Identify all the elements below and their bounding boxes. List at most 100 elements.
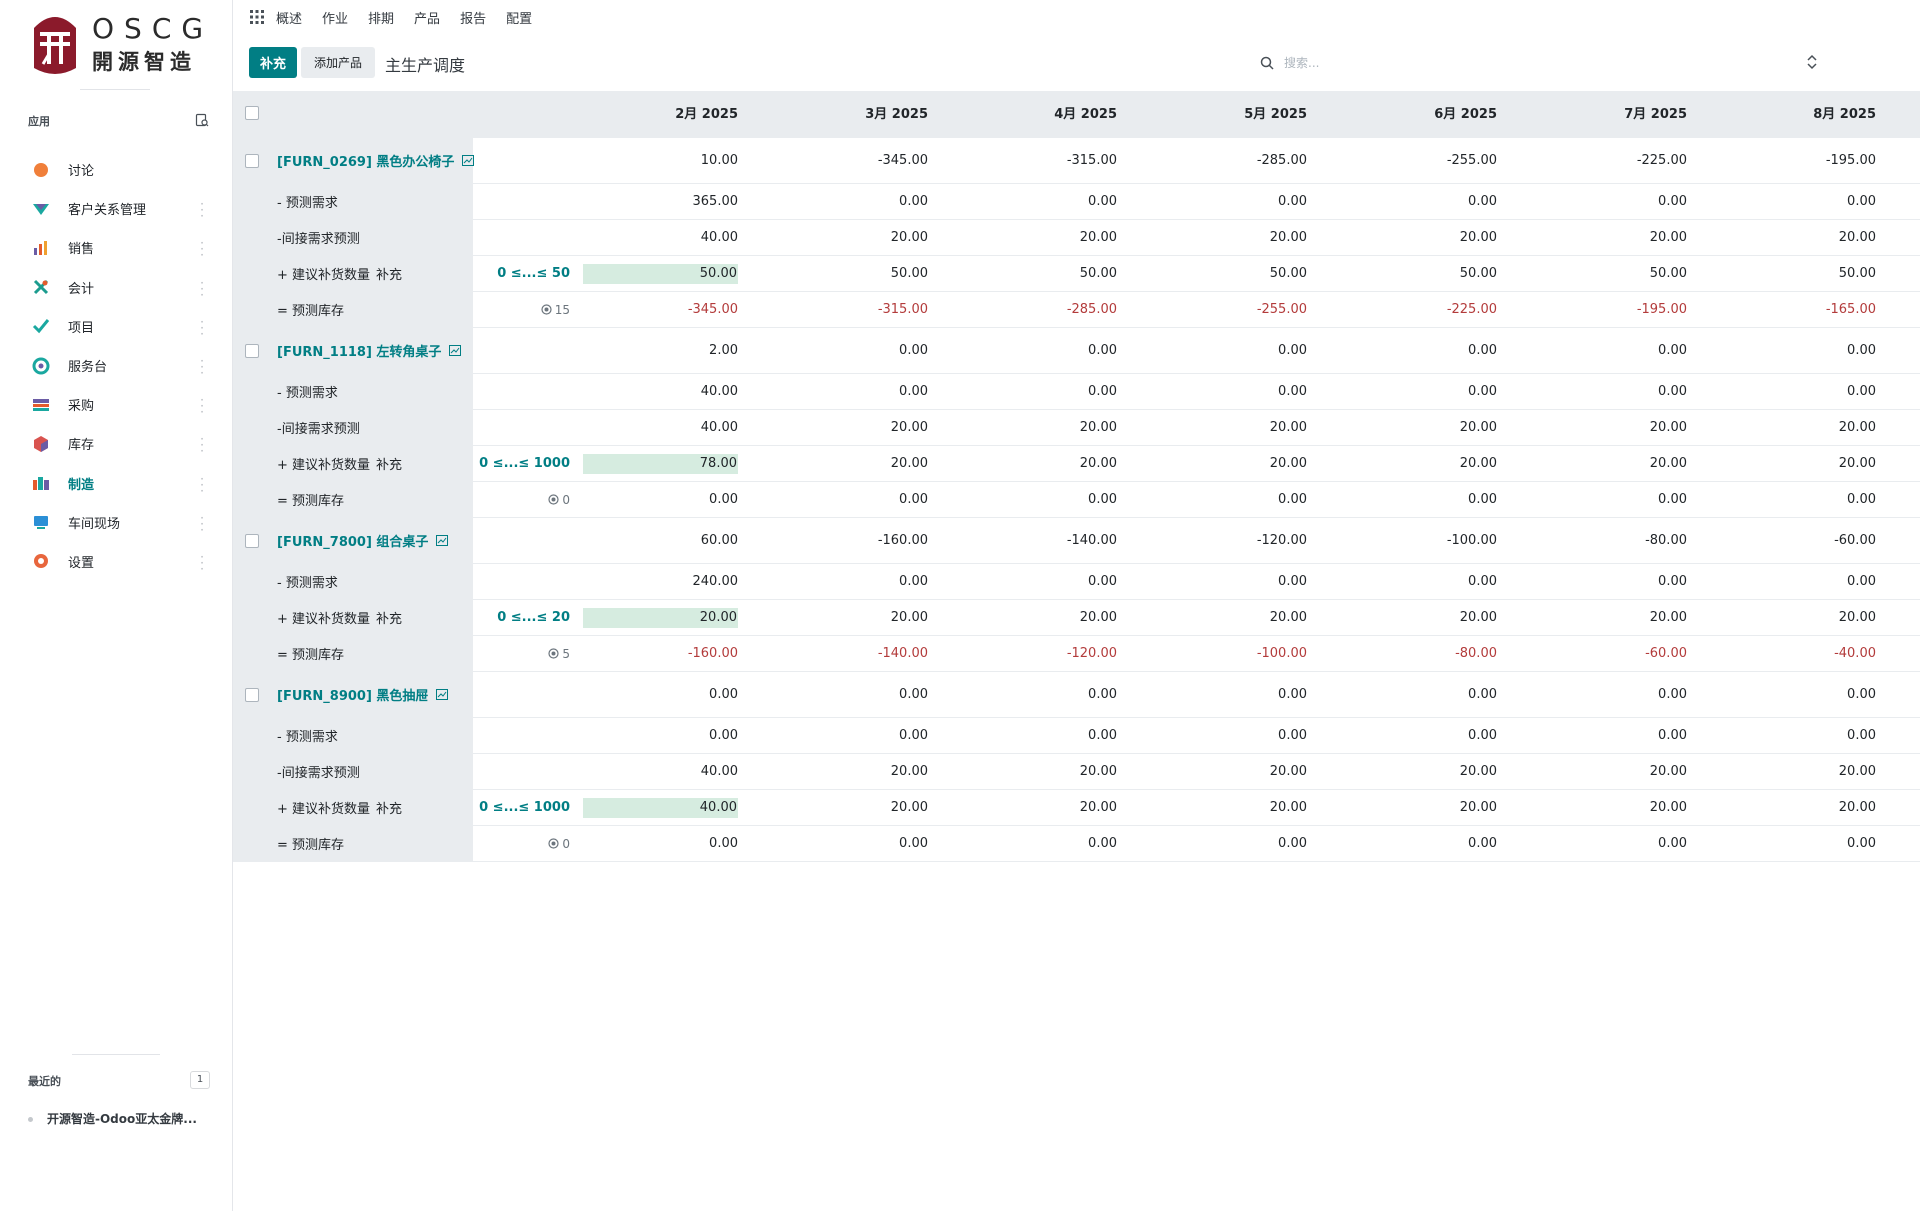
- more-options-icon[interactable]: · · ·: [200, 393, 204, 420]
- detail-row-label-text: + 建议补货数量: [277, 458, 371, 473]
- forecast-graph-icon[interactable]: [428, 689, 449, 700]
- sales-icon: [32, 239, 50, 257]
- replenish-quantity-input[interactable]: 20.00: [583, 607, 738, 628]
- value-cell: 0.00: [709, 836, 738, 851]
- replenish-quantity-input[interactable]: 50.00: [583, 263, 738, 284]
- product-row: [FURN_0269] 黑色办公椅子 10.00 -345.00 -315.00 -28…: [233, 138, 1920, 184]
- product-name-link[interactable]: [FURN_7800] 组合桌子: [277, 518, 449, 563]
- product-name-link[interactable]: [FURN_0269] 黑色办公椅子: [277, 138, 475, 183]
- safety-stock-value: 0: [562, 836, 570, 851]
- sidebar-app-crm[interactable]: 客户关系管理 · · ·: [24, 189, 214, 228]
- replenish-bounds[interactable]: 0 ≤...≤ 1000: [479, 456, 570, 471]
- recent-item[interactable]: 开源智造-Odoo亚太金牌...: [28, 1110, 208, 1128]
- more-options-icon[interactable]: · · ·: [200, 471, 204, 498]
- sidebar-app-accounting[interactable]: 会计 · · ·: [24, 268, 214, 307]
- product-checkbox[interactable]: [245, 687, 259, 702]
- sidebar-app-purchase[interactable]: 采购 · · ·: [24, 385, 214, 424]
- logo-divider: [80, 89, 150, 90]
- safety-stock[interactable]: 5: [523, 636, 570, 671]
- value-cell: 20.00: [1838, 456, 1876, 471]
- value-cell: 20.00: [1838, 420, 1876, 435]
- menu-configuration[interactable]: 配置: [506, 11, 533, 27]
- more-options-icon[interactable]: · · ·: [200, 549, 204, 576]
- detail-row-label: - 预测需求: [277, 184, 338, 219]
- detail-row-label: -间接需求预测: [277, 220, 360, 255]
- replenish-bounds[interactable]: 0 ≤...≤ 1000: [479, 800, 570, 815]
- column-header[interactable]: 5月 2025: [1244, 107, 1307, 122]
- column-header[interactable]: 7月 2025: [1624, 107, 1687, 122]
- row-label-panel: [233, 220, 473, 255]
- menu-products[interactable]: 产品: [414, 11, 441, 27]
- replenish-bounds[interactable]: 0 ≤...≤ 20: [497, 610, 570, 625]
- forecast-graph-icon[interactable]: [441, 345, 462, 356]
- manage-apps-icon[interactable]: [195, 113, 209, 127]
- product-name-link[interactable]: [FURN_1118] 左转角桌子: [277, 328, 462, 373]
- sidebar-app-helpdesk[interactable]: 服务台 · · ·: [24, 346, 214, 385]
- more-options-icon[interactable]: · · ·: [200, 432, 204, 459]
- page-title: 主生产调度: [385, 56, 466, 75]
- search-panel-toggle-icon[interactable]: [1806, 54, 1818, 70]
- menu-overview[interactable]: 概述: [276, 11, 303, 27]
- row-label-panel: [233, 718, 473, 753]
- value-cell: 20.00: [1459, 456, 1497, 471]
- safety-stock[interactable]: 0: [523, 482, 570, 517]
- replenish-quantity-input[interactable]: 78.00: [583, 453, 738, 474]
- menu-operations[interactable]: 作业: [322, 11, 349, 27]
- menu-planning[interactable]: 排期: [368, 11, 395, 27]
- more-options-icon[interactable]: · · ·: [200, 353, 204, 380]
- product-name-link[interactable]: [FURN_8900] 黑色抽屉: [277, 672, 449, 717]
- more-options-icon[interactable]: · · ·: [200, 197, 204, 224]
- sidebar-app-settings[interactable]: 设置 · · ·: [24, 542, 214, 581]
- company-logo[interactable]: OSCG 開源智造: [30, 8, 210, 76]
- select-all-checkbox[interactable]: [245, 106, 259, 120]
- value-cell: 0.00: [1847, 492, 1876, 507]
- product-name[interactable]: [FURN_0269] 黑色办公椅子: [277, 155, 455, 170]
- column-header[interactable]: 6月 2025: [1434, 107, 1497, 122]
- safety-stock[interactable]: 15: [523, 292, 570, 327]
- product-checkbox[interactable]: [245, 153, 259, 168]
- product-name[interactable]: [FURN_1118] 左转角桌子: [277, 345, 442, 360]
- row-label-panel: [233, 256, 473, 291]
- menu-reporting[interactable]: 报告: [460, 11, 487, 27]
- product-name[interactable]: [FURN_7800] 组合桌子: [277, 535, 429, 550]
- detail-row-label-text: - 预测需求: [277, 196, 338, 211]
- row-label-panel: [233, 482, 473, 517]
- product-checkbox[interactable]: [245, 533, 259, 548]
- value-cell: 20.00: [1079, 610, 1117, 625]
- add-product-button[interactable]: 添加产品: [301, 47, 375, 78]
- search-input[interactable]: [1284, 56, 1684, 70]
- column-header[interactable]: 4月 2025: [1054, 107, 1117, 122]
- replenish-link[interactable]: 补充: [376, 268, 403, 283]
- replenish-quantity-input[interactable]: 40.00: [583, 797, 738, 818]
- safety-stock[interactable]: 0: [523, 826, 570, 861]
- product-name[interactable]: [FURN_8900] 黑色抽屉: [277, 689, 429, 704]
- more-options-icon[interactable]: · · ·: [200, 275, 204, 302]
- replenish-link[interactable]: 补充: [376, 802, 403, 817]
- value-cell: 2.00: [709, 343, 738, 358]
- sidebar-app-project[interactable]: 项目 · · ·: [24, 307, 214, 346]
- more-options-icon[interactable]: · · ·: [200, 236, 204, 263]
- sidebar-app-shop-floor[interactable]: 车间现场 · · ·: [24, 503, 214, 542]
- replenish-link[interactable]: 补充: [376, 612, 403, 627]
- forecast-graph-icon[interactable]: [428, 535, 449, 546]
- value-cell: 0.00: [1278, 574, 1307, 589]
- sidebar-app-manufacturing[interactable]: 制造 · · ·: [24, 464, 214, 503]
- column-header[interactable]: 2月 2025: [675, 107, 738, 122]
- forecast-graph-icon[interactable]: [454, 155, 475, 166]
- product-checkbox[interactable]: [245, 343, 259, 358]
- value-cell: -225.00: [1446, 302, 1497, 317]
- column-header[interactable]: 3月 2025: [865, 107, 928, 122]
- sidebar-app-discuss[interactable]: 讨论: [24, 150, 214, 189]
- sidebar-app-inventory[interactable]: 库存 · · ·: [24, 424, 214, 463]
- value-cell: -100.00: [1446, 533, 1497, 548]
- sidebar-app-sales[interactable]: 销售 · · ·: [24, 228, 214, 267]
- replenish-bounds[interactable]: 0 ≤...≤ 50: [497, 266, 570, 281]
- more-options-icon[interactable]: · · ·: [200, 510, 204, 537]
- detail-row: -间接需求预测 40.00 20.00 20.00 20.00 20.00 20.00 20.…: [233, 410, 1920, 446]
- replenish-link[interactable]: 补充: [376, 458, 403, 473]
- app-grid-icon[interactable]: [250, 10, 264, 24]
- replenish-button[interactable]: 补充: [249, 47, 297, 78]
- detail-row: - 预测需求 240.00 0.00 0.00 0.00 0.00 0.00 0.00: [233, 564, 1920, 600]
- column-header[interactable]: 8月 2025: [1813, 107, 1876, 122]
- more-options-icon[interactable]: · · ·: [200, 314, 204, 341]
